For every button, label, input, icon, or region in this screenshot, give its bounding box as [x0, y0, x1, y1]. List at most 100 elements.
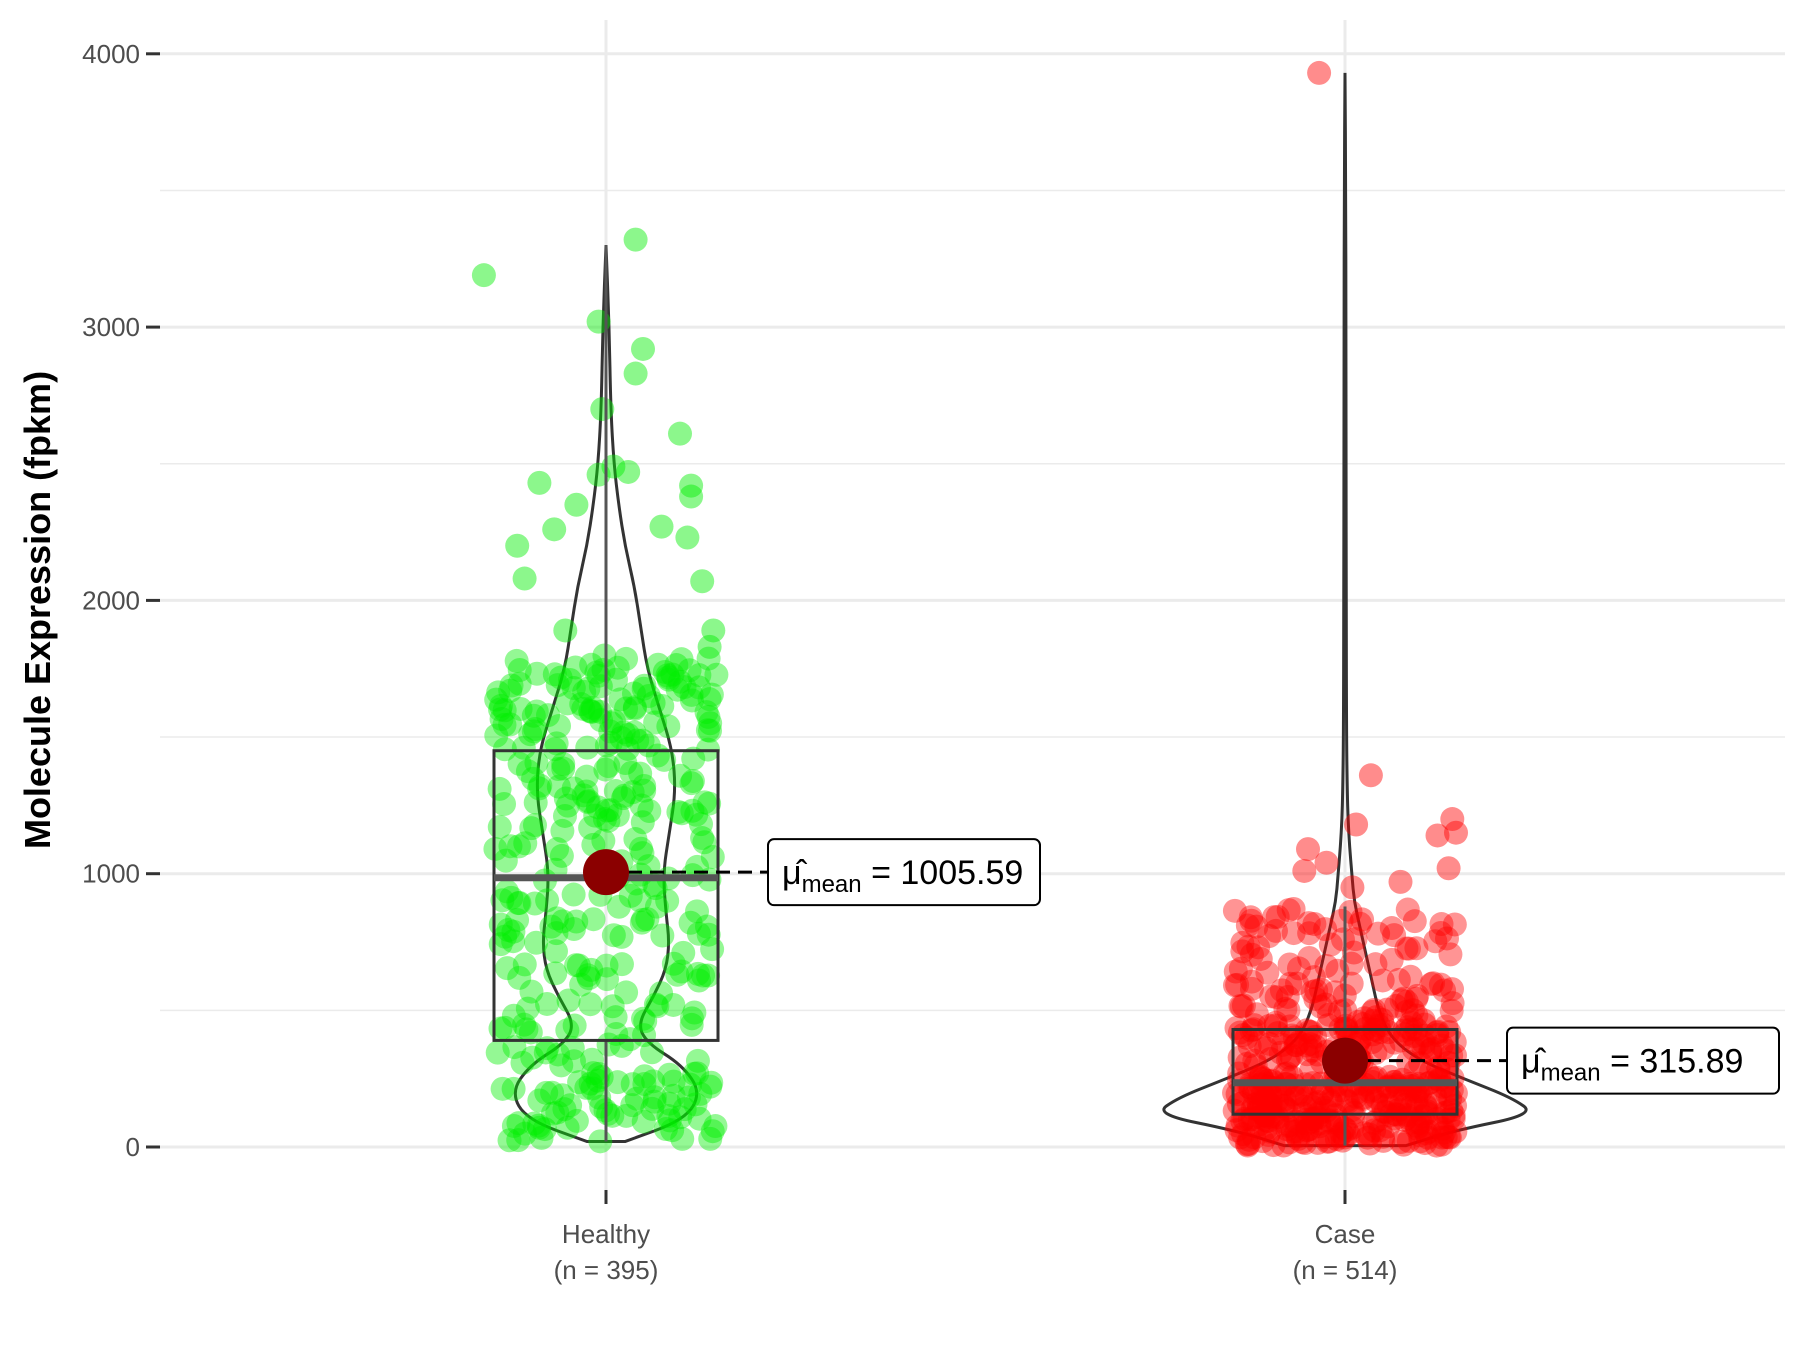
data-point — [1375, 997, 1400, 1022]
data-point — [575, 735, 600, 760]
data-point — [1358, 763, 1383, 788]
data-point — [685, 961, 710, 986]
data-point — [1317, 1002, 1342, 1027]
data-point — [1277, 1130, 1302, 1155]
data-point — [1413, 1093, 1438, 1118]
data-point — [574, 764, 599, 789]
data-point — [1242, 1013, 1267, 1038]
data-point — [1325, 958, 1350, 983]
data-point — [512, 566, 537, 591]
data-point — [557, 667, 582, 692]
data-point — [1277, 1113, 1302, 1138]
data-point — [603, 1005, 628, 1030]
data-point — [1295, 1111, 1320, 1136]
data-point — [1307, 60, 1332, 85]
data-point — [1440, 991, 1465, 1016]
data-point — [1258, 1083, 1283, 1108]
data-point — [1296, 837, 1320, 862]
data-point — [620, 780, 645, 805]
data-point — [1382, 923, 1407, 948]
data-point — [1418, 1038, 1443, 1063]
data-point — [1361, 1110, 1386, 1135]
data-point — [1283, 1085, 1308, 1110]
data-point — [697, 634, 722, 659]
data-point — [668, 763, 693, 788]
data-point — [514, 1017, 539, 1042]
data-point — [1404, 1113, 1429, 1138]
data-point — [598, 798, 623, 823]
data-point — [1246, 935, 1271, 960]
data-point — [697, 687, 722, 712]
data-point — [614, 646, 639, 671]
data-point — [661, 992, 686, 1017]
data-point — [1234, 1132, 1259, 1157]
data-point — [485, 1040, 510, 1065]
data-point — [1386, 1097, 1411, 1122]
data-point — [1336, 1089, 1361, 1114]
data-point — [488, 1016, 513, 1041]
data-point — [1230, 1091, 1255, 1116]
data-point — [642, 1089, 667, 1114]
data-point — [564, 909, 589, 934]
y-axis-title: Molecule Expression (fpkm) — [17, 371, 58, 849]
data-point — [657, 1091, 682, 1116]
data-point — [1294, 1086, 1319, 1111]
data-point — [492, 698, 517, 723]
data-point — [669, 801, 694, 826]
data-point — [665, 962, 690, 987]
data-point — [1286, 956, 1311, 981]
data-point — [1280, 1023, 1305, 1048]
data-point — [1371, 1099, 1396, 1124]
data-point — [1423, 1091, 1448, 1116]
data-point — [1344, 1080, 1369, 1105]
data-point — [1279, 1043, 1304, 1068]
data-point — [1443, 1119, 1468, 1144]
mean-value: 1005.59 — [900, 854, 1023, 892]
data-point — [1416, 1125, 1441, 1150]
data-point — [1360, 999, 1385, 1024]
data-point — [1428, 972, 1453, 997]
data-point — [1263, 1013, 1288, 1038]
data-point — [1290, 1130, 1315, 1155]
data-point — [1280, 1082, 1305, 1107]
data-point — [575, 963, 600, 988]
data-point — [655, 888, 680, 913]
data-point — [585, 1068, 610, 1093]
data-point — [698, 1074, 723, 1099]
data-point — [605, 1070, 630, 1095]
data-point — [667, 669, 692, 694]
data-point — [1366, 921, 1391, 946]
data-point — [1361, 1008, 1386, 1033]
data-point — [636, 683, 661, 708]
data-point — [1368, 1118, 1393, 1143]
data-point — [1394, 989, 1419, 1014]
data-point — [695, 914, 720, 939]
data-point — [545, 673, 570, 698]
data-point — [1395, 1105, 1420, 1130]
data-point — [1391, 986, 1416, 1011]
data-point — [572, 679, 597, 704]
data-point — [1423, 1084, 1448, 1109]
data-point — [512, 1121, 537, 1146]
data-point — [1395, 1015, 1420, 1040]
data-point — [685, 1061, 710, 1086]
data-point — [1275, 1117, 1300, 1142]
x-tick-n-healthy: (n = 395) — [554, 1255, 659, 1285]
data-point — [1376, 1020, 1401, 1045]
data-point — [1344, 812, 1369, 837]
data-point — [1276, 1098, 1301, 1123]
data-point — [635, 907, 660, 932]
data-point — [1289, 1082, 1314, 1107]
data-point — [543, 939, 568, 964]
data-point — [679, 1006, 704, 1031]
data-point — [1366, 1013, 1391, 1038]
data-point — [633, 1009, 658, 1034]
data-point — [523, 790, 548, 815]
data-point — [1356, 1122, 1381, 1147]
data-point — [1408, 1051, 1433, 1076]
data-point — [555, 691, 580, 716]
data-point — [1429, 1033, 1454, 1058]
data-point — [576, 676, 601, 701]
data-point — [1264, 985, 1289, 1010]
data-point — [548, 665, 573, 690]
